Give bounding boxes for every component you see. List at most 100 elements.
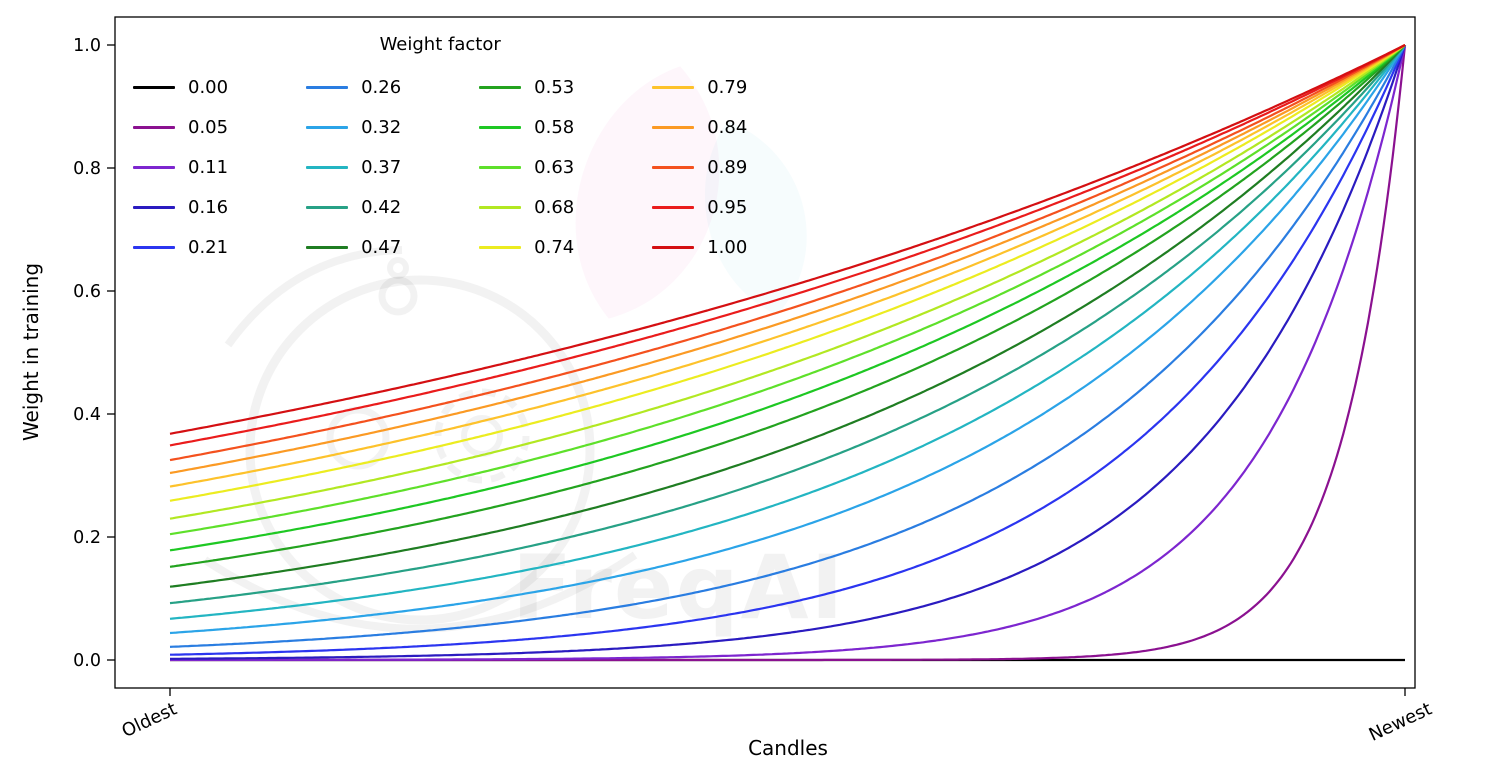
watermark-stopwatch-knob <box>387 257 409 279</box>
series-line-0.79 <box>169 44 1406 488</box>
legend-item-label: 0.89 <box>707 156 748 178</box>
legend-line-swatch <box>652 205 695 209</box>
legend-line-swatch <box>652 85 695 89</box>
legend-item-label: 0.26 <box>361 76 402 98</box>
legend-item: 0.26 <box>306 77 401 98</box>
legend-item-label: 0.37 <box>361 156 402 178</box>
legend-item-label: 0.63 <box>534 156 575 178</box>
series-line-0.58 <box>169 44 1406 552</box>
y-tick-label: 0.0 <box>73 651 101 671</box>
legend-line-swatch <box>133 205 175 209</box>
legend-item-label: 1.00 <box>707 236 748 258</box>
legend-item: 1.00 <box>652 237 747 258</box>
legend-item: 0.37 <box>306 157 401 178</box>
legend-line-swatch <box>306 165 349 169</box>
legend-grid: 0.00 0.05 0.11 0.16 0.21 0.26 0.32 0.37 0.42 0.47… <box>133 67 747 267</box>
legend-line-swatch <box>652 165 695 169</box>
legend-line-swatch <box>479 245 522 249</box>
legend-item-label: 0.53 <box>534 76 575 98</box>
watermark-stopwatch-button <box>378 276 418 316</box>
legend-item-label: 0.11 <box>188 156 229 178</box>
series-line-0.63 <box>169 44 1406 536</box>
legend-item: 0.79 <box>652 77 747 98</box>
legend-item-label: 0.05 <box>188 116 229 138</box>
legend-line-swatch <box>652 245 695 249</box>
series-line-0.21 <box>170 44 1407 656</box>
plot-frame <box>114 16 1416 689</box>
watermark-bot-eye <box>326 406 390 470</box>
series-line-0.84 <box>169 44 1406 475</box>
legend-item-label: 0.21 <box>188 236 229 258</box>
series-line-0.68 <box>169 44 1406 520</box>
series-line-0.16 <box>170 44 1407 660</box>
legend-item-label: 0.79 <box>707 76 748 98</box>
legend-line-swatch <box>306 85 349 89</box>
legend-item: 0.63 <box>479 157 574 178</box>
x-tick-label: Oldest <box>119 698 181 742</box>
watermark-gear <box>434 388 530 484</box>
legend-line-swatch <box>133 85 175 89</box>
watermark-leaf-pink <box>575 66 720 319</box>
y-tick-label: 0.4 <box>73 405 101 425</box>
legend-line-swatch <box>652 125 695 129</box>
series-line-0.53 <box>169 44 1406 568</box>
legend-item: 0.58 <box>479 117 574 138</box>
legend-item: 0.74 <box>479 237 574 258</box>
legend-item: 0.16 <box>133 197 228 218</box>
legend-item-label: 0.74 <box>534 236 575 258</box>
legend-item-label: 0.84 <box>707 116 748 138</box>
legend-item-label: 0.95 <box>707 196 748 218</box>
legend-line-swatch <box>133 125 175 129</box>
watermark-bot-head <box>245 275 595 625</box>
watermark-swoosh-top <box>224 246 403 348</box>
legend-line-swatch <box>306 245 349 249</box>
legend-line-swatch <box>479 125 522 129</box>
series-line-0.11 <box>170 44 1407 661</box>
legend-item: 0.84 <box>652 117 747 138</box>
legend-item-label: 0.58 <box>534 116 575 138</box>
series-line-0.47 <box>169 44 1406 588</box>
series-line-1.00 <box>169 44 1406 435</box>
legend-line-swatch <box>306 205 349 209</box>
series-line-0.32 <box>169 44 1406 635</box>
legend: Weight factor 0.00 0.05 0.11 0.16 0.21 0.26 0.… <box>133 34 747 267</box>
y-tick-label: 1.0 <box>73 36 101 56</box>
legend-item: 0.68 <box>479 197 574 218</box>
series-line-0.89 <box>169 44 1406 462</box>
watermark-swoosh-bottom <box>202 551 638 633</box>
y-tick-label: 0.8 <box>73 159 101 179</box>
y-tick-label: 0.2 <box>73 528 101 548</box>
legend-item-label: 0.42 <box>361 196 402 218</box>
legend-item-label: 0.47 <box>361 236 402 258</box>
legend-item-label: 0.32 <box>361 116 402 138</box>
legend-item: 0.11 <box>133 157 228 178</box>
legend-line-swatch <box>133 165 175 169</box>
y-tick-label: 0.6 <box>73 282 101 302</box>
series-line-0.37 <box>169 44 1406 620</box>
legend-item: 0.53 <box>479 77 574 98</box>
legend-item: 0.47 <box>306 237 401 258</box>
x-tick-label: Newest <box>1366 698 1435 745</box>
series-line-0.42 <box>169 44 1406 605</box>
series-line-0.74 <box>169 44 1406 502</box>
legend-item-label: 0.00 <box>188 76 229 98</box>
legend-item: 0.95 <box>652 197 747 218</box>
legend-item: 0.05 <box>133 117 228 138</box>
legend-item: 0.89 <box>652 157 747 178</box>
legend-line-swatch <box>133 245 175 249</box>
legend-item: 0.00 <box>133 77 228 98</box>
x-axis-label: Candles <box>748 736 828 760</box>
legend-item: 0.42 <box>306 197 401 218</box>
legend-item: 0.21 <box>133 237 228 258</box>
legend-line-swatch <box>306 125 349 129</box>
series-line-0.95 <box>169 44 1406 447</box>
legend-title: Weight factor <box>379 34 501 55</box>
y-axis-label: Weight in training <box>19 262 43 442</box>
legend-item: 0.32 <box>306 117 401 138</box>
watermark-leaf-blue <box>704 120 807 315</box>
legend-line-swatch <box>479 165 522 169</box>
series-line-0.26 <box>169 44 1406 648</box>
